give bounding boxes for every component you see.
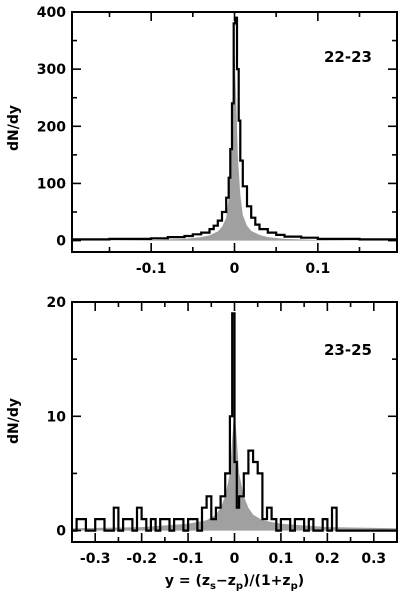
x-tick-label: 0.2 [315,551,340,567]
panel-bottom: -0.3 -0.2 -0.1 0 0.1 0.2 0.3 0 10 20 dN/dy 23-25 y =… [6,295,398,592]
x-tick-label: 0.3 [361,551,386,567]
y-tick-label: 300 [37,62,66,78]
x-axis-label: y = (zs−zp)/(1+zp) [165,573,304,592]
y-tick-label: 20 [47,295,67,311]
histogram-filled-series [72,52,397,241]
y-axis-label: dN/dy [6,105,22,151]
y-axis-label: dN/dy [6,398,22,444]
y-tick-label: 0 [56,234,66,250]
y-tick-label: 200 [37,119,66,135]
plot-area [72,312,397,532]
x-tick-label: -0.1 [136,261,167,277]
y-tick-label: 400 [37,5,66,21]
x-tick-label: 0 [230,261,240,277]
histogram-step-series [72,16,397,241]
panel-label: 22-23 [324,48,372,66]
y-tick-label: 100 [37,176,66,192]
y-tick-label: 10 [47,409,67,425]
histogram-filled-series [72,410,397,531]
plot-area [72,16,397,241]
x-tick-label: -0.2 [126,551,157,567]
y-tick-label: 0 [56,524,66,540]
panel-label: 23-25 [324,341,372,359]
histogram-step-series [72,312,397,532]
panel-top: -0.1 0 0.1 0 100 200 300 400 dN/dy 22-23 [6,5,398,277]
x-tick-label: -0.1 [173,551,204,567]
x-tick-label: 0.1 [269,551,294,567]
x-tick-label: 0.1 [305,261,330,277]
x-tick-label: 0 [230,551,240,567]
x-tick-label: -0.3 [80,551,111,567]
